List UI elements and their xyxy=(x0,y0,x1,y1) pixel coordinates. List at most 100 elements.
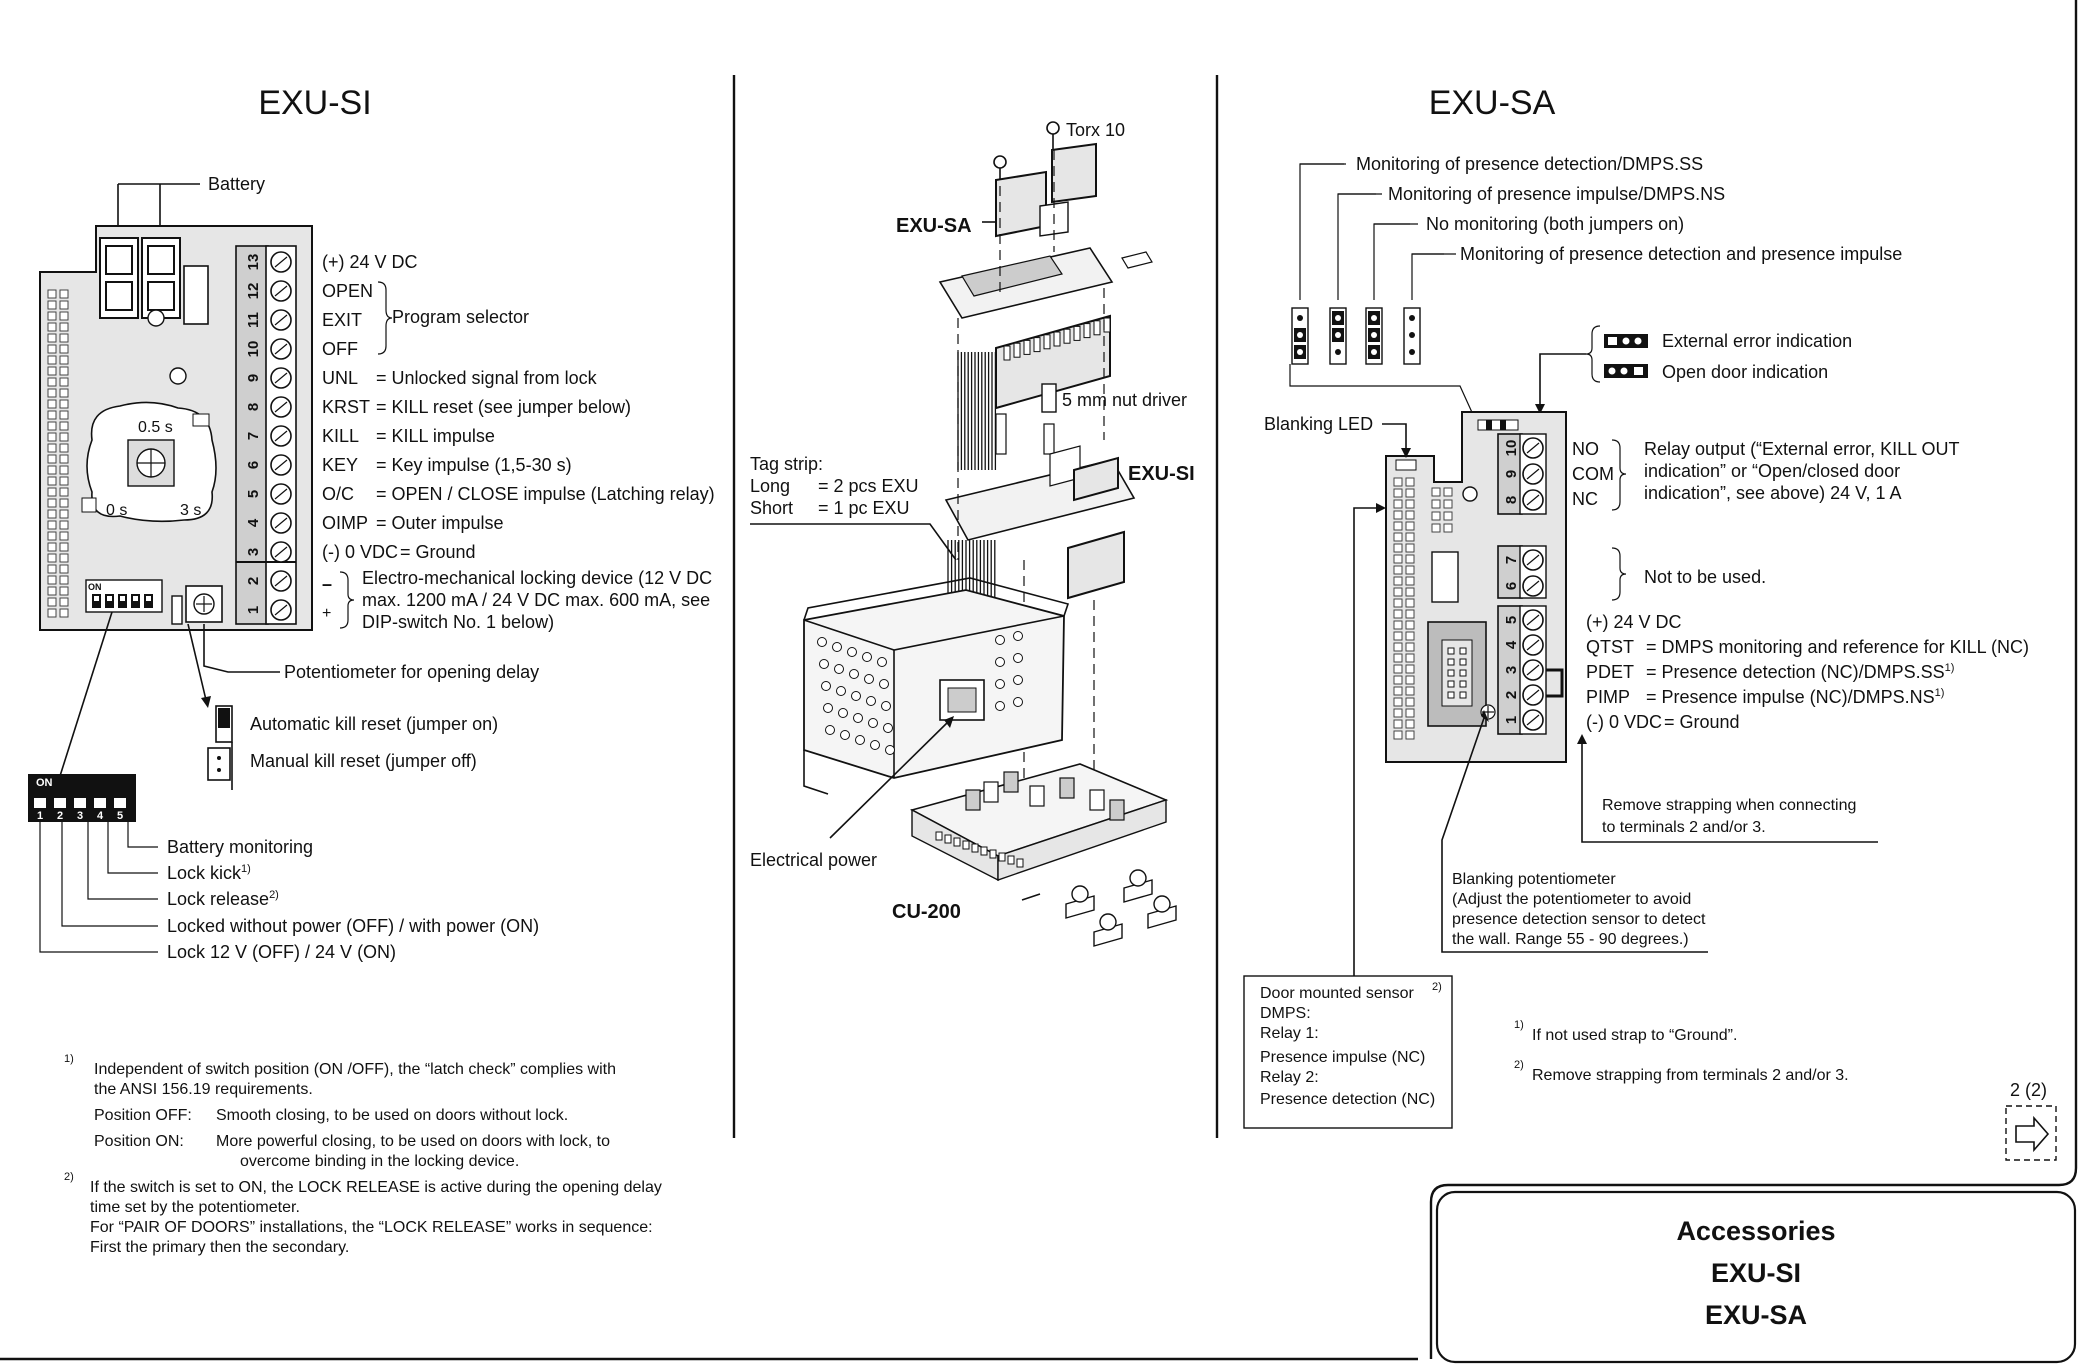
terminal-number: 2 xyxy=(245,577,262,585)
next-page-icon[interactable] xyxy=(2005,1105,2057,1161)
signal-code: (-) 0 VDC xyxy=(322,542,398,562)
potentiometer-leader xyxy=(203,624,280,673)
jumper-off-label: Manual kill reset (jumper off) xyxy=(250,751,477,771)
sa-signal-description: = Presence detection (NC)/DMPS.SS1) xyxy=(1646,662,1954,682)
svg-text:time set by the potentiometer.: time set by the potentiometer. xyxy=(90,1199,300,1216)
svg-text:If the switch is set to ON, th: If the switch is set to ON, the LOCK REL… xyxy=(90,1179,662,1196)
exu-sa-title: EXU-SA xyxy=(1429,84,1556,122)
sa-signal-code: (-) 0 VDC xyxy=(1586,712,1662,732)
svg-text:Independent of switch position: Independent of switch position (ON /OFF)… xyxy=(94,1061,616,1078)
note1-text: If not used strap to “Ground”. xyxy=(1532,1027,1737,1044)
dial-label-left: 0 s xyxy=(106,502,127,519)
svg-text:DIP-switch No. 1 below): DIP-switch No. 1 below) xyxy=(362,612,554,632)
external-error-label: External error indication xyxy=(1662,331,1852,351)
monitoring-option: No monitoring (both jumpers on) xyxy=(1426,214,1684,234)
svg-text:Relay output (“External error,: Relay output (“External error, KILL OUT xyxy=(1644,439,1959,459)
pin-header xyxy=(47,289,69,618)
signal-code: KILL xyxy=(322,426,359,446)
signal-description: = Outer impulse xyxy=(376,513,504,533)
terminal-number: 10 xyxy=(245,341,262,358)
sa-signal-code: PIMP xyxy=(1586,687,1630,707)
terminal-number: 4 xyxy=(245,518,262,527)
title-block xyxy=(1435,1190,2077,1364)
signal-description: = OPEN / CLOSE impulse (Latching relay) xyxy=(376,484,715,504)
lock-minus: – xyxy=(322,574,332,594)
torx-label: Torx 10 xyxy=(1066,120,1125,140)
signal-code: OPEN xyxy=(322,281,373,301)
monitoring-options: Monitoring of presence detection/DMPS.SS… xyxy=(1289,154,1902,436)
svg-text:ON: ON xyxy=(88,582,102,592)
signal-description: = KILL reset (see jumper below) xyxy=(376,397,631,417)
dip-function: Locked without power (OFF) / with power … xyxy=(167,916,539,936)
dip-function: Lock kick1) xyxy=(167,863,251,883)
jumper-on-label: Automatic kill reset (jumper on) xyxy=(250,714,498,734)
dip-number: 3 xyxy=(77,810,83,822)
terminal-number: 5 xyxy=(245,490,262,498)
note1-mark: 1) xyxy=(1514,1019,1524,1031)
sa-terminal-number: 3 xyxy=(1503,666,1520,674)
exu-si-assembly-label: EXU-SI xyxy=(1128,463,1195,485)
dip-function: Lock 12 V (OFF) / 24 V (ON) xyxy=(167,942,396,962)
note2-text: Remove strapping from terminals 2 and/or… xyxy=(1532,1067,1849,1084)
sa-terminal-number: 7 xyxy=(1503,556,1520,564)
dial-label-right: 3 s xyxy=(180,502,201,519)
sa-signal-description: = Ground xyxy=(1664,712,1740,732)
dip-number: 4 xyxy=(97,810,104,822)
indication-options: External error indication Open door indi… xyxy=(1535,325,1852,414)
sa-signal-description: = Presence impulse (NC)/DMPS.NS1) xyxy=(1646,687,1944,707)
exu-si-connector-loose xyxy=(1067,530,1125,600)
signal-description: = Unlocked signal from lock xyxy=(376,368,598,388)
signal-code: OFF xyxy=(322,339,358,359)
left-footnotes: 1) Independent of switch position (ON /O… xyxy=(64,1053,662,1256)
exu-sa-signal-list: (+) 24 V DC QTST = DMPS monitoring and ref… xyxy=(1586,612,2029,732)
svg-text:the wall. Range 55 - 90 degree: the wall. Range 55 - 90 degrees.) xyxy=(1452,931,1689,948)
door-sensor-details: DMPS: Relay 1: Presence impulse (NC) Rel… xyxy=(1260,1005,1435,1108)
tag-short-value: = 1 pc EXU xyxy=(818,498,910,518)
svg-text:Electro-mechanical locking dev: Electro-mechanical locking device (12 V … xyxy=(362,568,712,588)
svg-text:Smooth closing, to be used on: Smooth closing, to be used on doors with… xyxy=(216,1107,568,1124)
sa-signal-code: (+) 24 V DC xyxy=(1586,612,1682,632)
terminal-number: 13 xyxy=(245,254,262,271)
dip-function: Lock release2) xyxy=(167,889,279,909)
signal-description: = Ground xyxy=(400,542,476,562)
lock-plus: + xyxy=(322,605,331,622)
monitoring-option: Monitoring of presence detection/DMPS.SS xyxy=(1356,154,1703,174)
title-exu-si: EXU-SI xyxy=(1711,1258,1801,1288)
jumper-leader xyxy=(187,623,207,701)
sa-terminal-number: 10 xyxy=(1503,440,1520,457)
svg-text:(Adjust the potentiometer to a: (Adjust the potentiometer to avoid xyxy=(1452,891,1691,908)
signal-code: KEY xyxy=(322,455,358,475)
lock-brace xyxy=(339,571,355,629)
open-door-label: Open door indication xyxy=(1662,362,1828,382)
dip-number: 1 xyxy=(37,810,43,822)
terminal-number: 12 xyxy=(245,283,262,300)
sa-signal-code: QTST xyxy=(1586,637,1634,657)
sa-terminal-number: 4 xyxy=(1503,640,1520,649)
signal-code: UNL xyxy=(322,368,358,388)
tag-strip-leader xyxy=(750,523,957,561)
sa-terminal-number: 8 xyxy=(1503,496,1520,504)
power-leader xyxy=(829,719,951,839)
exu-sa-board: 10 9 8 7 6 5 4 3 2 1 xyxy=(1385,411,1567,763)
relay-code: NC xyxy=(1572,489,1598,509)
signal-code: OIMP xyxy=(322,513,368,533)
signal-code: O/C xyxy=(322,484,354,504)
exu-sa-assembly-label: EXU-SA xyxy=(896,215,972,237)
relay-codes: NO COM NC xyxy=(1572,439,1614,509)
electrical-power-label: Electrical power xyxy=(750,850,877,870)
dip-function: Battery monitoring xyxy=(167,837,313,857)
remove-strapping-leader xyxy=(1581,740,1878,843)
exu-si-signal-list: (+) 24 V DC OPEN EXIT OFF UNL = Unlocked sign… xyxy=(322,252,715,562)
sa-signal-description: = DMPS monitoring and reference for KILL… xyxy=(1646,637,2029,657)
relay-description: Relay output (“External error, KILL OUT … xyxy=(1644,439,1959,503)
door-sensor-sup: 2) xyxy=(1432,981,1442,993)
program-selector-brace xyxy=(377,281,393,355)
dip-number: 5 xyxy=(117,810,123,822)
svg-text:1): 1) xyxy=(64,1053,74,1065)
signal-code: KRST xyxy=(322,397,370,417)
dial-label-top: 0.5 s xyxy=(138,419,173,436)
program-selector-label: Program selector xyxy=(392,307,529,327)
exu-si-title: EXU-SI xyxy=(258,84,371,122)
